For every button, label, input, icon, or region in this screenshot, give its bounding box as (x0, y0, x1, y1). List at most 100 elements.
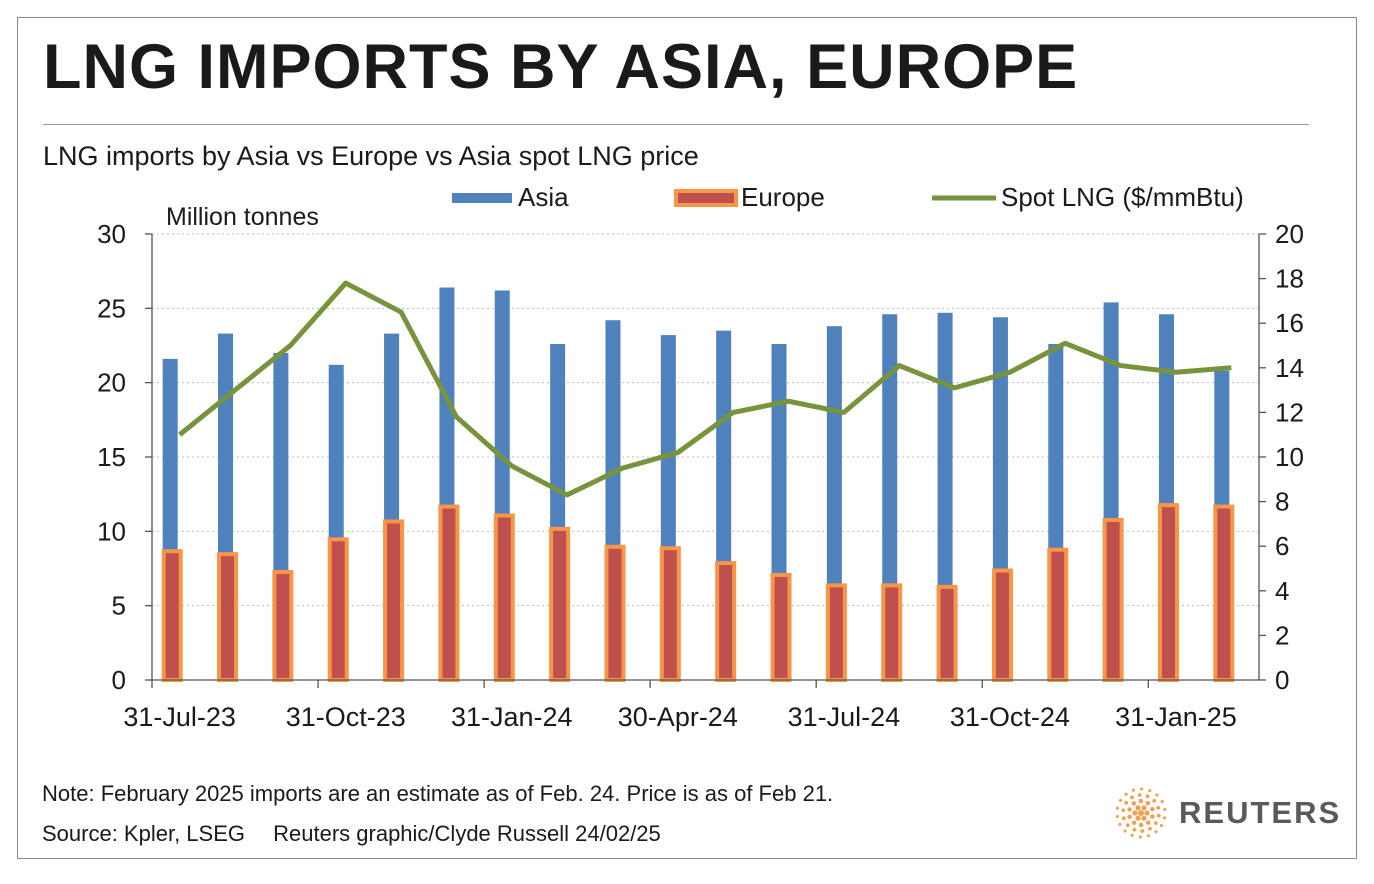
logo-dot (1145, 820, 1151, 825)
reuters-logo: REUTERS (1115, 787, 1341, 839)
logo-dot (1150, 814, 1155, 819)
logo-dot (1138, 835, 1142, 839)
europe-bar (493, 513, 515, 683)
europe-bar (715, 561, 737, 682)
logo-dot (1155, 793, 1159, 797)
europe-bar (161, 549, 183, 682)
logo-dot (1124, 792, 1128, 796)
logo-dot (1152, 798, 1157, 803)
x-axis-ticks: 31-Jul-23 31-Oct-23 31-Jan-24 30-Apr-24 31-J… (123, 680, 1237, 732)
x-tick-label: 30-Apr-24 (618, 702, 738, 732)
europe-bar (659, 546, 681, 683)
logo-dot (1119, 798, 1123, 802)
legend-europe-label: Europe (741, 182, 825, 212)
y-left-tick-label: 5 (112, 591, 126, 621)
y-right-tick-label: 8 (1275, 487, 1289, 517)
europe-bar (272, 569, 294, 683)
logo-dot (1153, 821, 1158, 826)
europe-bar (1213, 504, 1235, 682)
x-tick-label: 31-Oct-24 (950, 702, 1070, 732)
logo-dot (1125, 823, 1130, 828)
y-axis-right-ticks: 0 2 4 6 8 10 12 14 16 18 20 (1259, 219, 1304, 695)
x-tick-label: 31-Jul-23 (123, 702, 236, 732)
logo-dot (1137, 793, 1142, 797)
y-left-tick-label: 30 (97, 219, 126, 249)
logo-dot (1144, 810, 1150, 816)
logo-dot (1148, 789, 1152, 793)
logo-dot (1132, 827, 1137, 832)
logo-dot (1115, 806, 1120, 810)
logo-dot (1130, 795, 1134, 800)
credit-text: Reuters graphic/Clyde Russell 24/02/25 (273, 821, 661, 846)
logo-dot (1162, 816, 1167, 820)
y-left-tick-label: 10 (97, 516, 126, 546)
legend-spot-label: Spot LNG ($/mmBtu) (1001, 182, 1244, 212)
page-title: LNG IMPORTS BY ASIA, EUROPE (43, 32, 1079, 102)
y-right-tick-label: 18 (1275, 264, 1304, 294)
logo-dot (1156, 805, 1161, 810)
logo-dot (1118, 822, 1122, 826)
logo-wordmark: REUTERS (1179, 795, 1342, 830)
y-axis-label: Million tonnes (166, 203, 319, 231)
europe-bar (604, 544, 626, 682)
europe-bar (825, 583, 847, 682)
logo-dot (1148, 826, 1152, 831)
spot-lng-line (178, 280, 1232, 498)
logo-dot (1160, 800, 1164, 804)
logo-dot (1141, 815, 1147, 821)
y-left-tick-label: 15 (97, 442, 126, 472)
logo-dot (1130, 833, 1134, 837)
logo-dot (1147, 834, 1151, 838)
logo-dot (1123, 829, 1127, 833)
y-right-tick-label: 12 (1275, 397, 1304, 427)
x-tick-label: 31-Oct-23 (286, 702, 406, 732)
europe-bar (217, 552, 239, 682)
legend-europe-swatch (674, 189, 738, 207)
source-text: Source: Kpler, LSEG (42, 821, 245, 846)
y-right-tick-label: 10 (1275, 442, 1304, 472)
logo-dot (1140, 829, 1145, 833)
logo-dot (1131, 788, 1135, 792)
y-left-tick-label: 20 (97, 368, 126, 398)
europe-bar (1047, 547, 1069, 682)
logo-dot (1135, 815, 1141, 821)
x-tick-label: 31-Jan-24 (451, 702, 573, 732)
logo-dot (1159, 824, 1163, 828)
legend-asia-swatch (452, 193, 512, 203)
title-divider (43, 124, 1309, 125)
logo-dot (1140, 787, 1144, 791)
europe-bar (549, 526, 571, 683)
chart-frame (17, 17, 1357, 859)
footnote: Note: February 2025 imports are an estim… (42, 781, 834, 806)
logo-dot (1115, 814, 1119, 819)
europe-bar (936, 584, 958, 682)
logo-dot (1163, 807, 1167, 812)
logo-dot (1138, 810, 1144, 816)
y-right-tick-label: 4 (1275, 576, 1289, 606)
logo-dot (1154, 830, 1158, 834)
y-axis-left-ticks: 0 5 10 15 20 25 30 (97, 219, 152, 695)
europe-bar (327, 537, 349, 683)
logo-dot (1150, 806, 1155, 812)
legend-asia-label: Asia (518, 182, 569, 212)
logo-dot (1131, 820, 1137, 826)
logo-dot (1127, 807, 1132, 812)
source-line: Source: Kpler, LSEG Reuters graphic/Clyd… (42, 821, 683, 847)
europe-bar (881, 583, 903, 682)
y-right-tick-label: 14 (1275, 353, 1304, 383)
europe-bar (438, 504, 460, 682)
europe-bar (1102, 517, 1124, 682)
logo-dot (1141, 805, 1147, 811)
europe-bar (1157, 503, 1179, 682)
logo-dot (1121, 808, 1126, 813)
y-right-tick-label: 20 (1275, 219, 1304, 249)
europe-bar (991, 568, 1013, 682)
logo-dot (1145, 794, 1150, 799)
logo-dot (1156, 813, 1161, 818)
europe-bar (770, 572, 792, 683)
x-tick-label: 31-Jan-25 (1115, 702, 1237, 732)
europe-bar (383, 519, 405, 682)
y-right-tick-label: 2 (1275, 620, 1289, 650)
y-left-tick-label: 25 (97, 293, 126, 323)
